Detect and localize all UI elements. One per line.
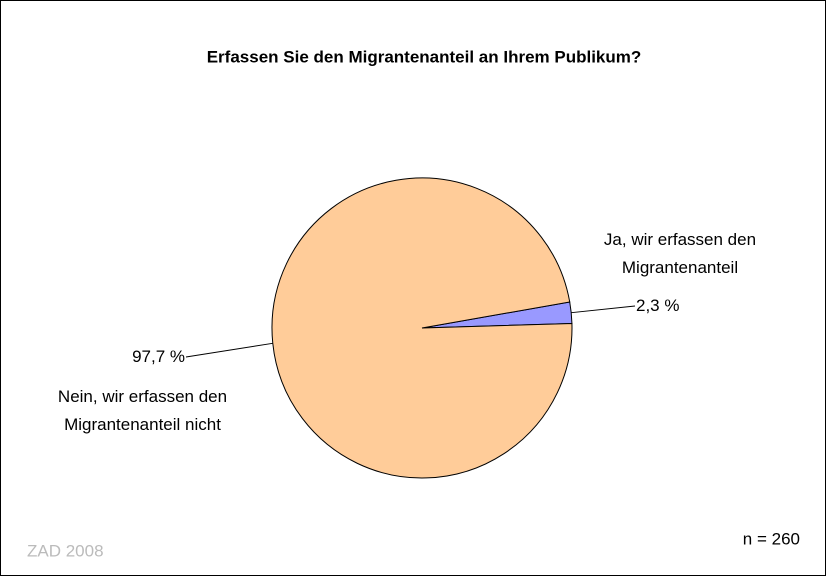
leader-line [185,342,273,358]
pie-slice [271,177,573,479]
category-label: Nein, wir erfassen den Migrantenanteil n… [57,387,228,434]
value-label: 2,3 % [636,296,680,315]
category-label: Ja, wir erfassen den Migrantenanteil [603,230,757,277]
leader-line [571,305,636,314]
sample-size: n = 260 [743,529,800,548]
source-note: ZAD 2008 [27,541,104,560]
chart-title: Erfassen Sie den Migrantenanteil an Ihre… [207,47,642,66]
value-label: 97,7 % [132,347,185,366]
